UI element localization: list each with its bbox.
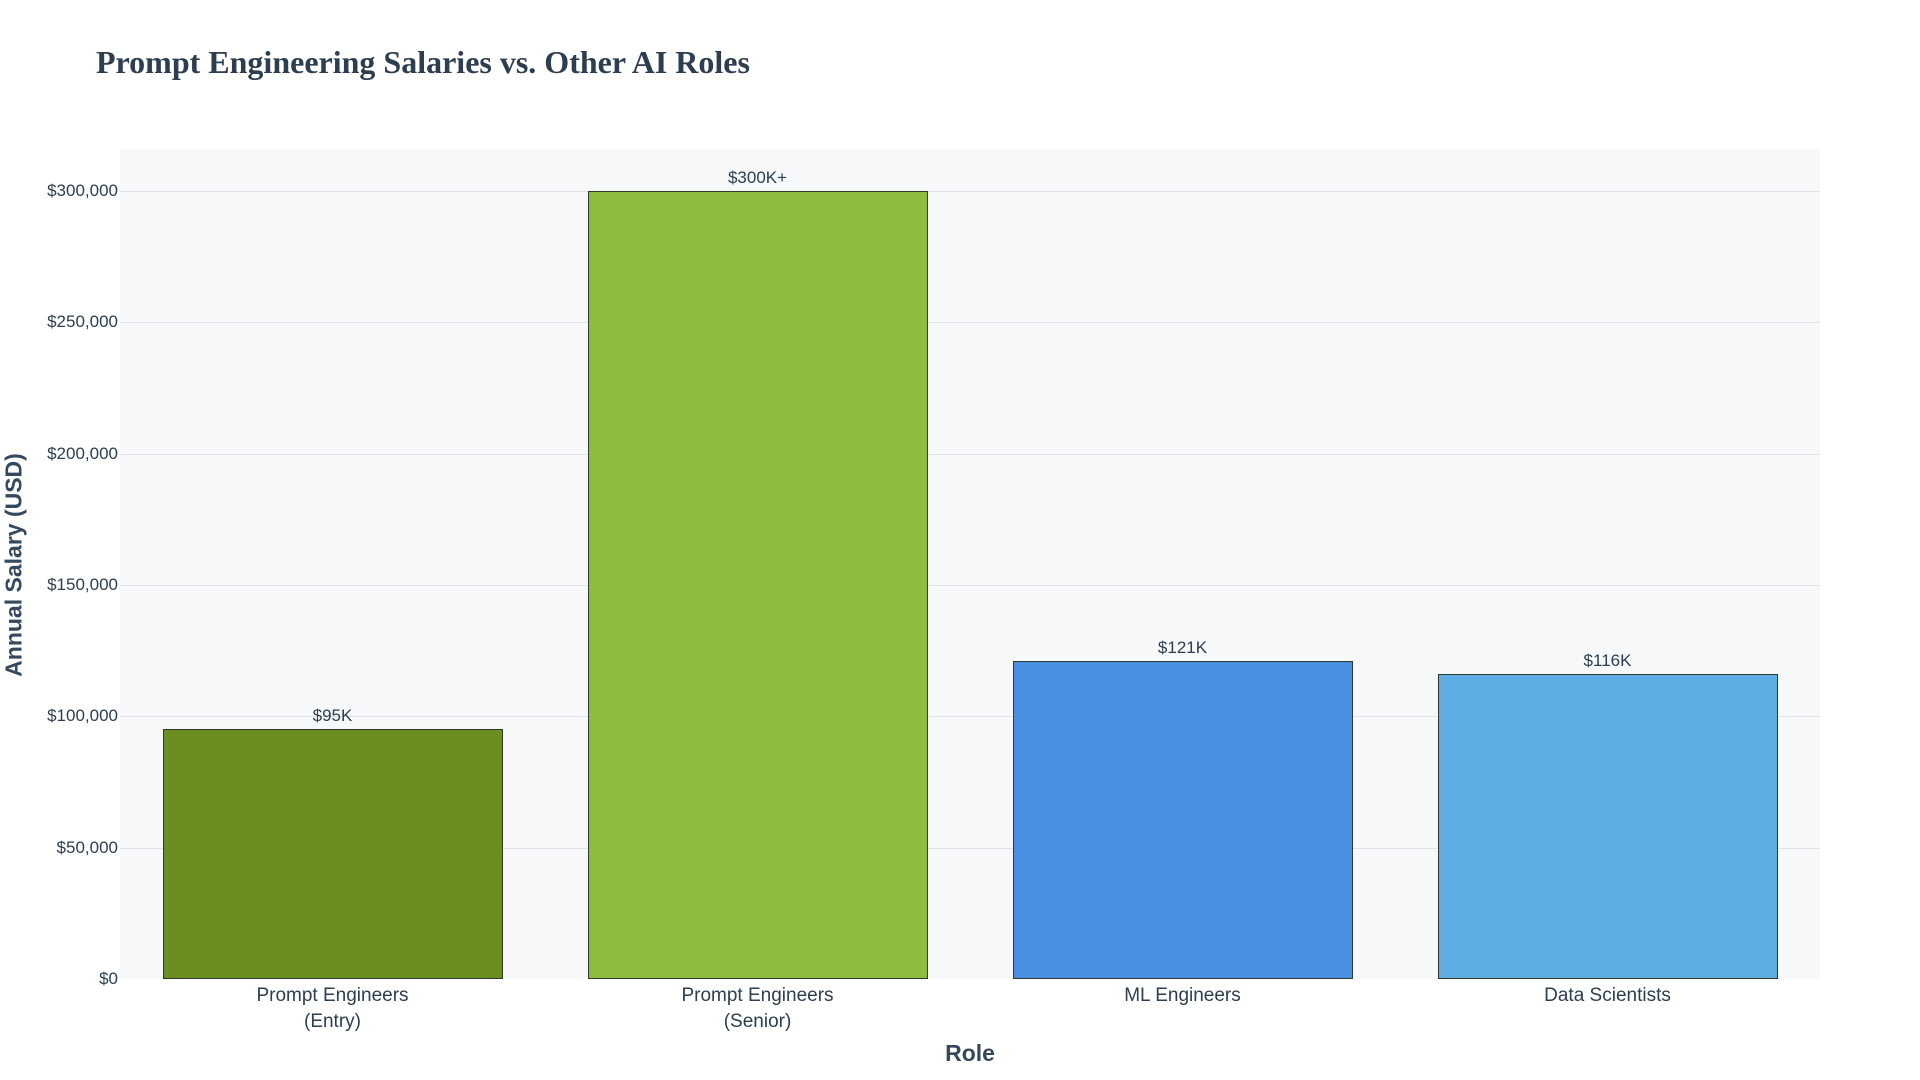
bar[interactable] [162,729,503,979]
y-tick-label: $100,000 [47,706,118,726]
bar[interactable] [1012,661,1353,979]
gridline [120,322,1820,324]
y-tick-label: $250,000 [47,312,118,332]
x-tick-label: ML Engineers [1124,985,1241,1006]
x-tick-label: Prompt Engineers (Senior) [681,985,834,1032]
plot-area: $95K $300K+ $121K $116K [120,150,1820,979]
bar-value-label: $95K [312,706,353,726]
bar[interactable] [1437,674,1778,979]
y-tick-label: $200,000 [47,443,118,463]
bar-value-label: $116K [1583,651,1632,671]
x-tick-label: Data Scientists [1544,985,1671,1006]
y-tick-label: $300,000 [47,180,118,200]
gridline [120,584,1820,586]
gridline [120,716,1820,718]
gridline [120,190,1820,192]
bar[interactable] [587,190,928,979]
y-tick-label: $50,000 [56,837,118,857]
y-axis-title: Annual Salary (USD) [0,453,27,677]
gridline [120,847,1820,849]
bar-value-label: $121K [1157,638,1208,658]
y-tick-label: $0 [99,969,118,988]
chart-title: Prompt Engineering Salaries vs. Other AI… [96,44,750,80]
x-tick-label: Prompt Engineers (Entry) [256,985,409,1032]
x-axis-title: Role [945,1040,995,1066]
bar-value-label: $300K+ [727,167,788,187]
y-tick-label: $150,000 [47,574,118,594]
gridline [120,453,1820,455]
